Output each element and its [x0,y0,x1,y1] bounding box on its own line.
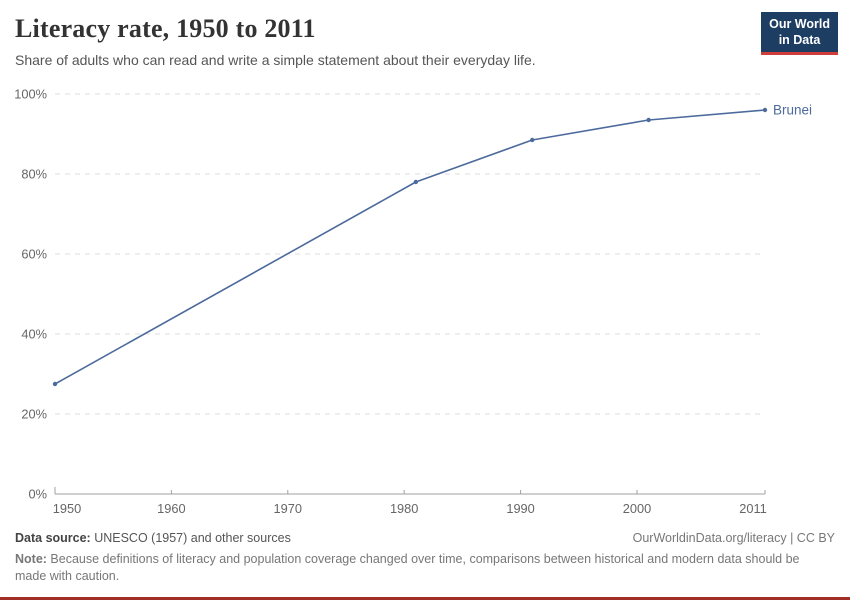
owid-logo[interactable]: Our World in Data [761,12,838,56]
chart-canvas[interactable]: 0% 20% 40% 60% 80% 100% 1950 1960 1970 1980 1990 20… [0,80,850,520]
owid-logo-line1: Our World [769,17,830,31]
series-end-label-brunei[interactable]: Brunei [773,103,812,118]
x-tick-label-1950: 1950 [53,501,81,516]
data-point-brunei-2001[interactable] [646,117,651,123]
y-tick-label-0: 0% [29,487,48,502]
y-tick-label-40: 40% [21,327,47,342]
y-tick-label-100: 100% [14,87,47,102]
data-point-brunei-2011[interactable] [762,107,768,113]
data-point-brunei-1981[interactable] [413,179,419,185]
y-tick-label-80: 80% [21,167,47,182]
page-title: Literacy rate, 1950 to 2011 [15,14,316,43]
chart-footer: Data source: UNESCO (1957) and other sou… [15,531,835,585]
series-line-brunei[interactable] [54,109,766,385]
x-tick-label-1970: 1970 [274,501,302,516]
x-tick-label-1960: 1960 [157,501,185,516]
owid-logo-line2: in Data [778,32,821,47]
y-tick-label-20: 20% [21,407,47,422]
data-source-label: Data source: [15,531,91,545]
x-tick-label-1980: 1980 [390,501,418,516]
x-tick-label-2000: 2000 [623,501,651,516]
chart-subtitle: Share of adults who can read and write a… [15,52,536,68]
data-source-value: UNESCO (1957) and other sources [90,531,291,545]
data-point-brunei-1991[interactable] [530,137,535,143]
chart-note: Note: Because definitions of literacy an… [15,551,823,585]
x-tick-label-2011: 2011 [739,501,767,516]
chart-area: 0% 20% 40% 60% 80% 100% 1950 1960 1970 1980 1990 20… [0,80,850,520]
bottom-red-rule [0,597,850,600]
x-tick-label-1990: 1990 [506,501,534,516]
owid-license-link[interactable]: OurWorldinData.org/literacy | CC BY [632,531,835,545]
data-source: Data source: UNESCO (1957) and other sou… [15,531,291,545]
chart-header: Literacy rate, 1950 to 2011 Share of adu… [15,14,755,68]
note-label: Note: [15,552,47,566]
y-tick-label-60: 60% [21,247,47,262]
data-point-brunei-1950[interactable] [52,381,58,387]
note-value: Because definitions of literacy and popu… [15,552,800,583]
